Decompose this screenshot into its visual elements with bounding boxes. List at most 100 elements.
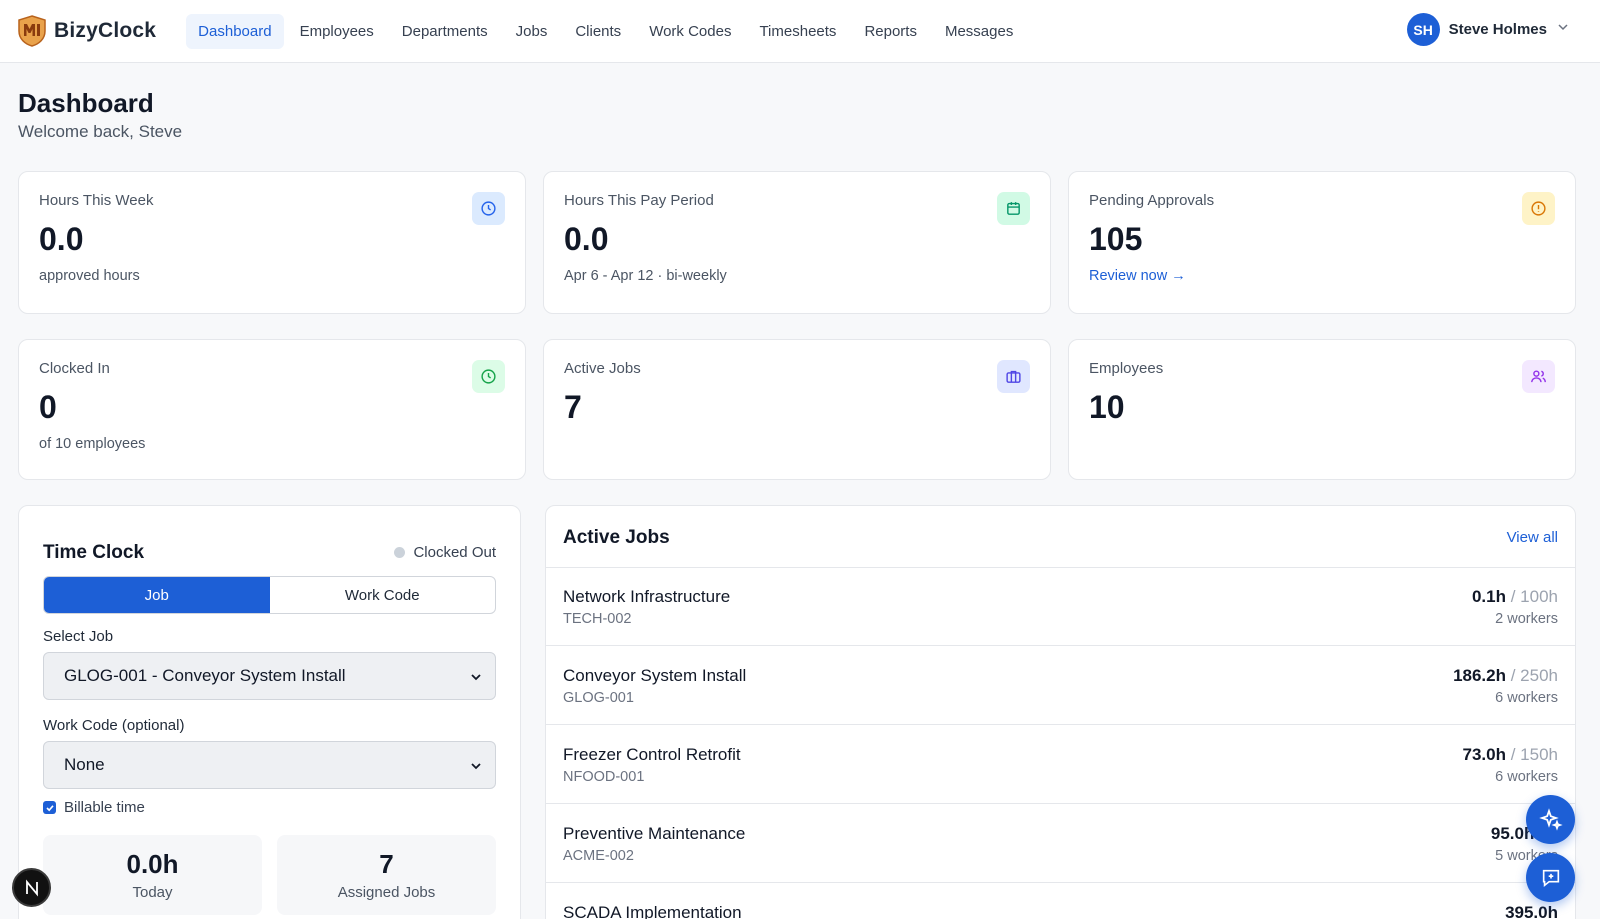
- job-code: ACME-002: [563, 848, 634, 864]
- nav-item-work-codes[interactable]: Work Codes: [649, 22, 732, 40]
- page-subtitle: Welcome back, Steve: [18, 122, 183, 141]
- work-code-select-value: None: [64, 755, 105, 774]
- stat-value: 0.0: [564, 221, 609, 257]
- chevron-down-icon: [471, 763, 481, 770]
- job-row[interactable]: Preventive Maintenance ACME-002 95.0h / …: [546, 805, 1575, 883]
- nav-item-employees[interactable]: Employees: [299, 22, 374, 40]
- nav-item-departments[interactable]: Departments: [401, 22, 488, 40]
- nav-item-timesheets[interactable]: Timesheets: [759, 22, 837, 40]
- stat-label: Hours This Pay Period: [564, 192, 714, 209]
- user-menu[interactable]: SH Steve Holmes: [1406, 13, 1570, 46]
- assigned-jobs-label: Assigned Jobs: [337, 884, 436, 901]
- job-row[interactable]: SCADA Implementation 395.0h: [546, 884, 1575, 919]
- job-name: Conveyor System Install: [563, 666, 747, 685]
- job-select[interactable]: GLOG-001 - Conveyor System Install: [43, 652, 496, 700]
- chevron-down-icon: [471, 674, 481, 681]
- time-clock-card: Time Clock Clocked Out Job Work Code Sel…: [18, 505, 521, 919]
- job-code: TECH-002: [563, 611, 632, 627]
- job-workers: 2 workers: [1495, 611, 1558, 627]
- job-workers: 6 workers: [1495, 690, 1558, 706]
- work-code-select[interactable]: None: [43, 741, 496, 789]
- message-icon: [1542, 869, 1559, 887]
- job-code: GLOG-001: [563, 690, 634, 706]
- stat-card-pending-approvals: Pending Approvals 105 Review now →: [1068, 171, 1576, 314]
- billable-row: Billable time: [43, 799, 145, 816]
- select-job-label: Select Job: [43, 628, 114, 645]
- chevron-down-icon: [1556, 20, 1570, 39]
- today-hours-value: 0.0h: [126, 849, 179, 879]
- mode-toggle: Job Work Code: [43, 576, 496, 614]
- stat-label: Hours This Week: [39, 192, 154, 209]
- stat-label: Active Jobs: [564, 360, 641, 377]
- stat-sub: approved hours: [39, 268, 140, 284]
- job-name: Freezer Control Retrofit: [563, 745, 741, 764]
- stat-value: 0: [39, 389, 57, 425]
- clock-icon: [472, 360, 505, 393]
- tab-work-code[interactable]: Work Code: [344, 586, 420, 604]
- job-hours-used: 95.0h: [1490, 824, 1535, 843]
- review-now-link[interactable]: Review now →: [1089, 268, 1186, 284]
- brand[interactable]: BizyClock: [18, 15, 156, 47]
- view-all-link[interactable]: View all: [1506, 529, 1558, 546]
- job-name: SCADA Implementation: [563, 903, 742, 919]
- job-hours-used: 0.1h: [1471, 587, 1506, 606]
- nav-item-clients[interactable]: Clients: [575, 22, 622, 40]
- job-select-value: GLOG-001 - Conveyor System Install: [64, 666, 346, 685]
- n-badge-button[interactable]: [12, 868, 51, 907]
- clock-status-label: Clocked Out: [413, 544, 496, 561]
- job-row[interactable]: Freezer Control Retrofit NFOOD-001 73.0h…: [546, 726, 1575, 804]
- alert-circle-icon: [1522, 192, 1555, 225]
- stat-label: Employees: [1089, 360, 1164, 377]
- time-clock-title: Time Clock: [43, 542, 145, 563]
- user-name: Steve Holmes: [1448, 21, 1547, 38]
- active-jobs-card: Active Jobs View all Network Infrastruct…: [545, 505, 1576, 919]
- main-nav: Dashboard Employees Departments Jobs Cli…: [186, 13, 1025, 49]
- job-hours: 73.0h / 150h: [1463, 745, 1558, 765]
- billable-label: Billable time: [64, 799, 145, 816]
- nav-item-dashboard[interactable]: Dashboard: [186, 13, 284, 49]
- stat-sub: of 10 employees: [39, 436, 146, 452]
- stat-value: 10: [1089, 389, 1125, 425]
- job-hours-total: / 100h: [1506, 587, 1558, 606]
- job-hours-used: 186.2h: [1453, 666, 1506, 685]
- check-icon: [45, 804, 54, 811]
- job-hours-total: / 250h: [1506, 666, 1558, 685]
- stat-card-active-jobs: Active Jobs 7: [543, 339, 1051, 480]
- job-hours-total: / 150h: [1506, 745, 1558, 764]
- nav-item-messages[interactable]: Messages: [944, 22, 1014, 40]
- nav-item-reports[interactable]: Reports: [864, 22, 917, 40]
- users-icon: [1522, 360, 1555, 393]
- top-navbar: BizyClock Dashboard Employees Department…: [0, 0, 1600, 63]
- nav-item-jobs[interactable]: Jobs: [515, 22, 548, 40]
- job-code: NFOOD-001: [563, 769, 645, 785]
- tab-job[interactable]: Job: [44, 577, 270, 613]
- stat-card-clocked-in: Clocked In 0 of 10 employees: [18, 339, 526, 480]
- stat-card-employees: Employees 10: [1068, 339, 1576, 480]
- stat-value: 0.0: [39, 221, 84, 257]
- ai-assistant-button[interactable]: [1526, 795, 1575, 844]
- job-hours: 395.0h: [1505, 903, 1558, 919]
- chat-button[interactable]: [1526, 853, 1575, 902]
- assigned-jobs-value: 7: [379, 849, 394, 879]
- stat-card-hours-pay-period: Hours This Pay Period 0.0 Apr 6 - Apr 12…: [543, 171, 1051, 314]
- brand-name: BizyClock: [54, 19, 157, 42]
- briefcase-icon: [997, 360, 1030, 393]
- shield-logo-icon: [18, 15, 46, 47]
- active-jobs-title: Active Jobs: [563, 527, 670, 548]
- assigned-jobs-tile: 7 Assigned Jobs: [277, 835, 496, 915]
- calendar-icon: [997, 192, 1030, 225]
- job-hours-used: 73.0h: [1462, 745, 1506, 764]
- n-logo-icon: [25, 879, 38, 896]
- clock-icon: [472, 192, 505, 225]
- job-row[interactable]: Network Infrastructure TECH-002 0.1h / 1…: [546, 568, 1575, 646]
- page-title: Dashboard: [18, 88, 154, 118]
- active-jobs-header: Active Jobs View all: [546, 506, 1575, 568]
- job-row[interactable]: Conveyor System Install GLOG-001 186.2h …: [546, 647, 1575, 725]
- today-hours-label: Today: [132, 884, 173, 901]
- avatar: SH: [1406, 13, 1440, 46]
- work-code-label: Work Code (optional): [43, 717, 185, 734]
- stat-sub: Apr 6 - Apr 12 · bi-weekly: [564, 268, 727, 284]
- stat-value: 7: [564, 389, 582, 425]
- job-hours: 186.2h / 250h: [1453, 666, 1558, 686]
- billable-checkbox[interactable]: [43, 801, 56, 814]
